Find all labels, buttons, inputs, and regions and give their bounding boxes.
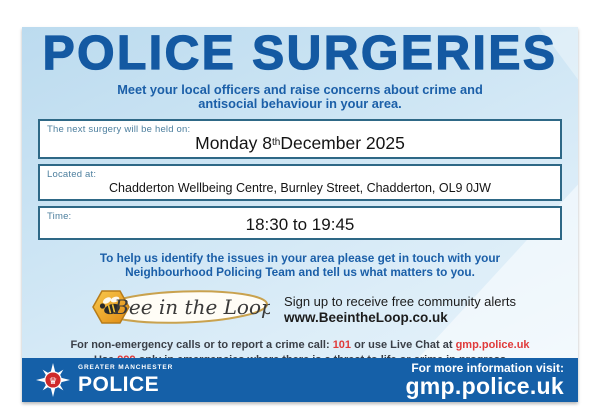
contact-line1: For non-emergency calls or to report a c… [22,338,578,352]
outreach-line2: Neighbourhood Policing Team and tell us … [125,264,475,279]
outreach-message: To help us identify the issues in your a… [22,250,578,280]
surgery-location-box: Located at: Chadderton Wellbeing Centre,… [38,163,562,201]
surgery-details: The next surgery will be held on: Monday… [38,118,562,240]
contact-line1-pre: For non-emergency calls or to report a c… [70,339,333,352]
gmp-force-name: GREATER MANCHESTER POLICE [78,365,173,395]
surgery-date-rest: December 2025 [280,132,405,153]
force-name-small: GREATER MANCHESTER [78,364,174,372]
surgery-location-value: Chadderton Wellbeing Centre, Burnley Str… [109,180,491,195]
contact-info: For non-emergency calls or to report a c… [22,338,578,367]
police-surgeries-flyer: POLICE SURGERIES Meet your local officer… [22,27,578,402]
gmp-url-footer: gmp.police.uk [405,373,564,400]
bee-logo-text: Bee in the Loop [113,295,270,319]
bee-icon [92,290,130,325]
surgery-date-label: The next surgery will be held on: [47,123,191,135]
contact-line1-mid: or use Live Chat at [351,339,456,352]
gmp-crest-icon: ♛ [36,363,70,397]
flyer-subtitle-line1: Meet your local officers and raise conce… [117,82,483,97]
bee-logo-graphic: Bee in the Loop [92,290,274,325]
surgery-time-value: 18:30 to 19:45 [245,215,355,235]
flyer-title: POLICE SURGERIES [42,27,558,80]
signup-text: Sign up to receive free community alerts… [284,294,516,325]
bee-in-the-loop-logo: Bee in the Loop [84,286,274,333]
surgery-time-label: Time: [47,210,72,222]
flyer-subtitle-line2: antisocial behaviour in your area. [198,96,402,112]
outreach-line1: To help us identify the issues in your a… [99,250,501,265]
beeintheloop-url: www.BeeintheLoop.co.uk [284,310,448,326]
gmp-branding: ♛ GREATER MANCHESTER POLICE [36,363,173,397]
footer-info-label: For more information visit: [411,360,564,375]
footer-info: For more information visit: gmp.police.u… [405,362,564,399]
signup-line: Sign up to receive free community alerts [284,294,516,310]
phone-101: 101 [332,339,352,352]
gmp-url-inline: gmp.police.uk [455,339,530,352]
surgery-time-box: Time: 18:30 to 19:45 [38,205,562,240]
footer-bar: ♛ GREATER MANCHESTER POLICE For more inf… [22,358,578,402]
surgery-date-box: The next surgery will be held on: Monday… [38,118,562,159]
community-alerts-section: Bee in the Loop Sign up to receive free … [22,286,578,333]
flyer-subtitle: Meet your local officers and raise conce… [22,82,578,112]
svg-text:♛: ♛ [49,376,57,387]
surgery-location-label: Located at: [47,168,97,180]
force-name-large: POLICE [78,372,160,396]
surgery-date-main: Monday 8 [195,132,272,153]
